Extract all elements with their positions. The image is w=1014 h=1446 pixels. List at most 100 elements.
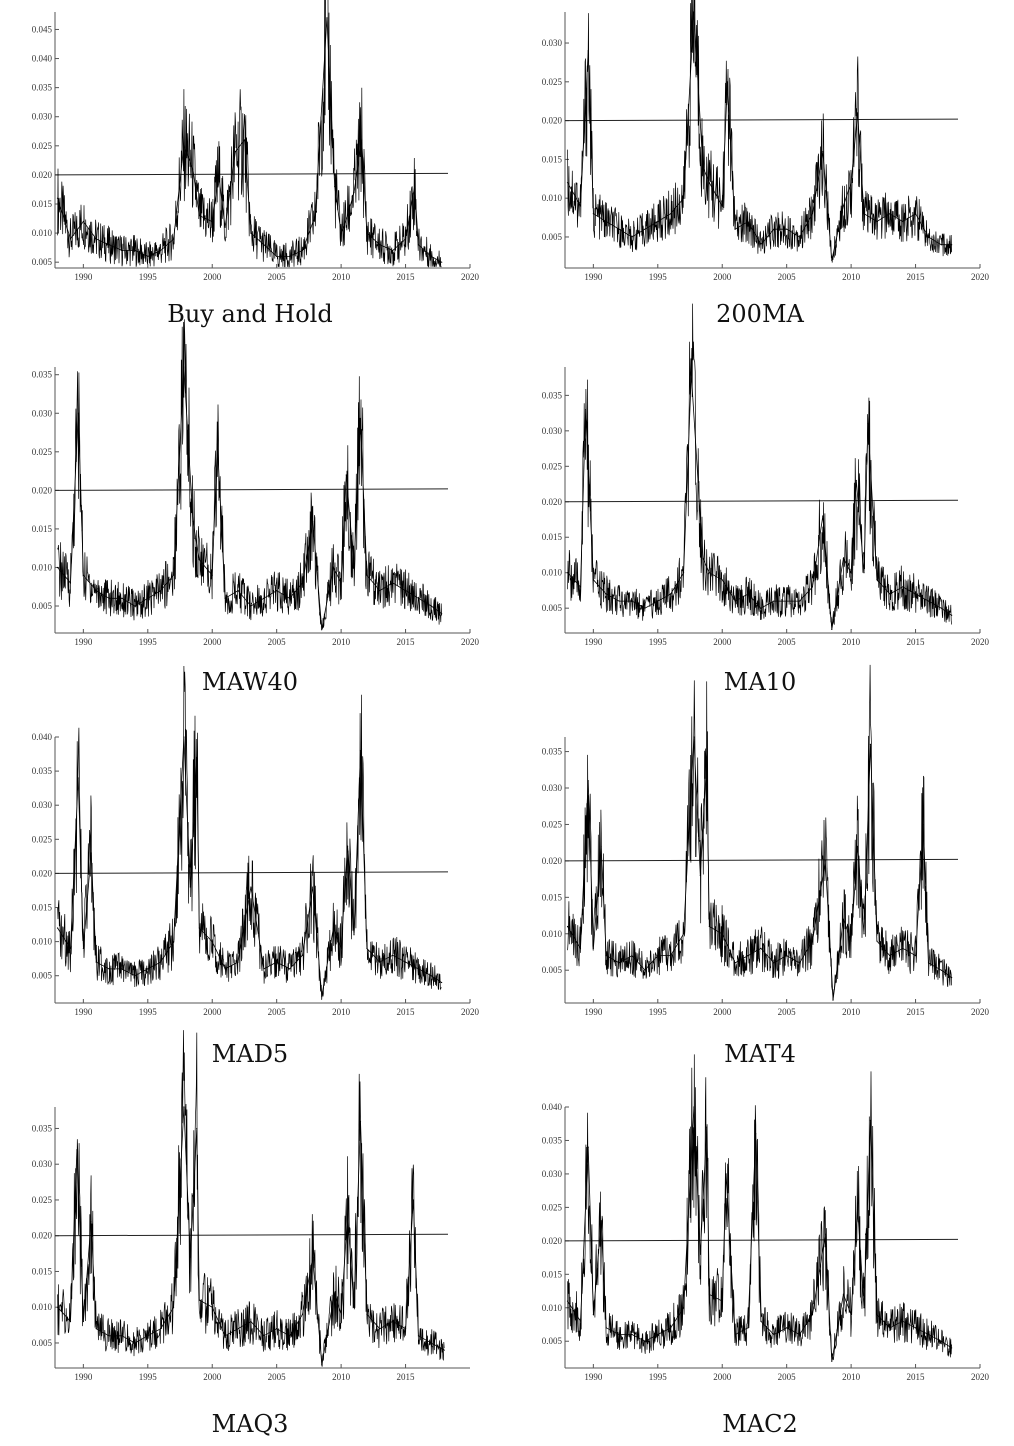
data-point bbox=[250, 605, 252, 607]
y-tick-label: 0.005 bbox=[542, 232, 563, 242]
y-tick-label: 0.020 bbox=[542, 116, 563, 126]
data-point bbox=[90, 852, 92, 854]
data-point bbox=[326, 17, 328, 19]
x-tick-label: 2015 bbox=[907, 1007, 926, 1017]
y-tick-label: 0.035 bbox=[542, 390, 563, 400]
chart-panel: 0.005 0.010 0.015 0.020 0.025 0.030 1990 1995 20… bbox=[510, 0, 1010, 334]
y-tick-label: 0.020 bbox=[542, 1236, 563, 1246]
data-point bbox=[747, 955, 749, 957]
x-tick-label: 2020 bbox=[971, 637, 990, 647]
data-point bbox=[605, 220, 607, 223]
series-anchor-line bbox=[567, 11, 952, 261]
data-point bbox=[237, 589, 239, 592]
data-point bbox=[811, 940, 814, 942]
y-tick-label: 0.020 bbox=[542, 856, 563, 866]
y-tick-label: 0.035 bbox=[542, 1135, 563, 1145]
data-point bbox=[951, 614, 953, 616]
chart-svg: 0.005 0.010 0.015 0.020 0.025 0.030 0.035 0.040… bbox=[32, 0, 480, 282]
data-point bbox=[902, 1320, 904, 1322]
x-tick-label: 2010 bbox=[842, 272, 861, 282]
data-point bbox=[417, 597, 420, 599]
data-point bbox=[618, 600, 620, 602]
data-point bbox=[618, 1333, 620, 1336]
data-point bbox=[721, 579, 723, 581]
data-point bbox=[288, 1335, 291, 1337]
data-point bbox=[831, 628, 833, 631]
data-point bbox=[631, 1333, 633, 1336]
data-point bbox=[644, 607, 646, 609]
data-point bbox=[592, 579, 594, 581]
data-point bbox=[760, 1320, 762, 1322]
data-point bbox=[172, 941, 175, 943]
data-point bbox=[224, 597, 226, 599]
x-tick-label: 1995 bbox=[139, 272, 158, 282]
data-point bbox=[211, 941, 213, 943]
data-point bbox=[172, 238, 175, 240]
chart-caption: MAC2 bbox=[722, 1410, 798, 1438]
data-point bbox=[702, 166, 704, 168]
data-point bbox=[288, 255, 291, 257]
x-tick-label: 1990 bbox=[584, 272, 603, 282]
y-tick-label: 0.035 bbox=[32, 766, 53, 776]
y-tick-label: 0.015 bbox=[32, 199, 53, 209]
x-tick-label: 2010 bbox=[332, 637, 351, 647]
chart-svg: 0.005 0.010 0.015 0.020 0.025 0.030 0.035 0.040… bbox=[542, 1054, 990, 1382]
reference-line bbox=[564, 1238, 959, 1242]
data-point bbox=[773, 228, 775, 230]
data-point bbox=[940, 244, 942, 246]
x-tick-label: 2005 bbox=[778, 272, 797, 282]
data-point bbox=[693, 736, 695, 738]
data-point bbox=[121, 1335, 123, 1337]
data-point bbox=[301, 954, 304, 956]
data-point bbox=[346, 1213, 349, 1215]
data-point bbox=[172, 1306, 175, 1308]
data-point bbox=[237, 1328, 239, 1330]
y-tick-label: 0.030 bbox=[32, 800, 53, 810]
data-point bbox=[721, 205, 723, 207]
data-point bbox=[747, 220, 749, 223]
data-point bbox=[773, 600, 775, 602]
data-point bbox=[579, 1320, 582, 1322]
x-tick-label: 2015 bbox=[397, 1372, 416, 1382]
data-point bbox=[263, 244, 265, 246]
x-tick-label: 2005 bbox=[268, 1007, 287, 1017]
data-point bbox=[747, 593, 749, 595]
chart-svg: 0.005 0.010 0.015 0.020 0.025 0.030 0.035 0.040… bbox=[32, 665, 480, 1017]
x-tick-label: 1990 bbox=[74, 1007, 93, 1017]
x-tick-label: 2020 bbox=[971, 1007, 990, 1017]
data-point bbox=[876, 220, 878, 223]
data-point bbox=[786, 228, 788, 230]
data-point bbox=[587, 50, 589, 52]
x-tick-label: 2000 bbox=[713, 1007, 732, 1017]
data-point bbox=[160, 1328, 162, 1330]
data-point bbox=[869, 743, 872, 745]
y-tick-label: 0.015 bbox=[32, 1266, 53, 1276]
y-tick-label: 0.035 bbox=[32, 1123, 53, 1133]
data-point bbox=[708, 572, 710, 574]
data-point bbox=[95, 961, 97, 963]
series-line bbox=[567, 303, 952, 627]
data-point bbox=[108, 1335, 110, 1337]
y-tick-label: 0.045 bbox=[32, 24, 53, 34]
x-tick-label: 2005 bbox=[778, 1007, 797, 1017]
chart-caption: MAQ3 bbox=[211, 1410, 289, 1438]
y-tick-label: 0.025 bbox=[542, 1202, 563, 1212]
data-point bbox=[855, 479, 857, 482]
data-point bbox=[243, 139, 246, 141]
data-point bbox=[832, 998, 834, 1000]
x-tick-label: 1995 bbox=[649, 272, 668, 282]
chart-caption: MA10 bbox=[723, 668, 797, 696]
data-point bbox=[773, 962, 775, 964]
data-point bbox=[95, 238, 97, 240]
x-tick-label: 2000 bbox=[713, 637, 732, 647]
data-point bbox=[863, 1307, 865, 1309]
data-point bbox=[198, 559, 200, 561]
series-line bbox=[567, 664, 952, 1002]
data-point bbox=[198, 927, 200, 929]
x-tick-label: 1990 bbox=[74, 1372, 93, 1382]
data-point bbox=[786, 955, 788, 957]
data-point bbox=[566, 182, 569, 184]
data-point bbox=[312, 1256, 314, 1258]
data-point bbox=[288, 968, 291, 970]
data-point bbox=[842, 205, 844, 207]
